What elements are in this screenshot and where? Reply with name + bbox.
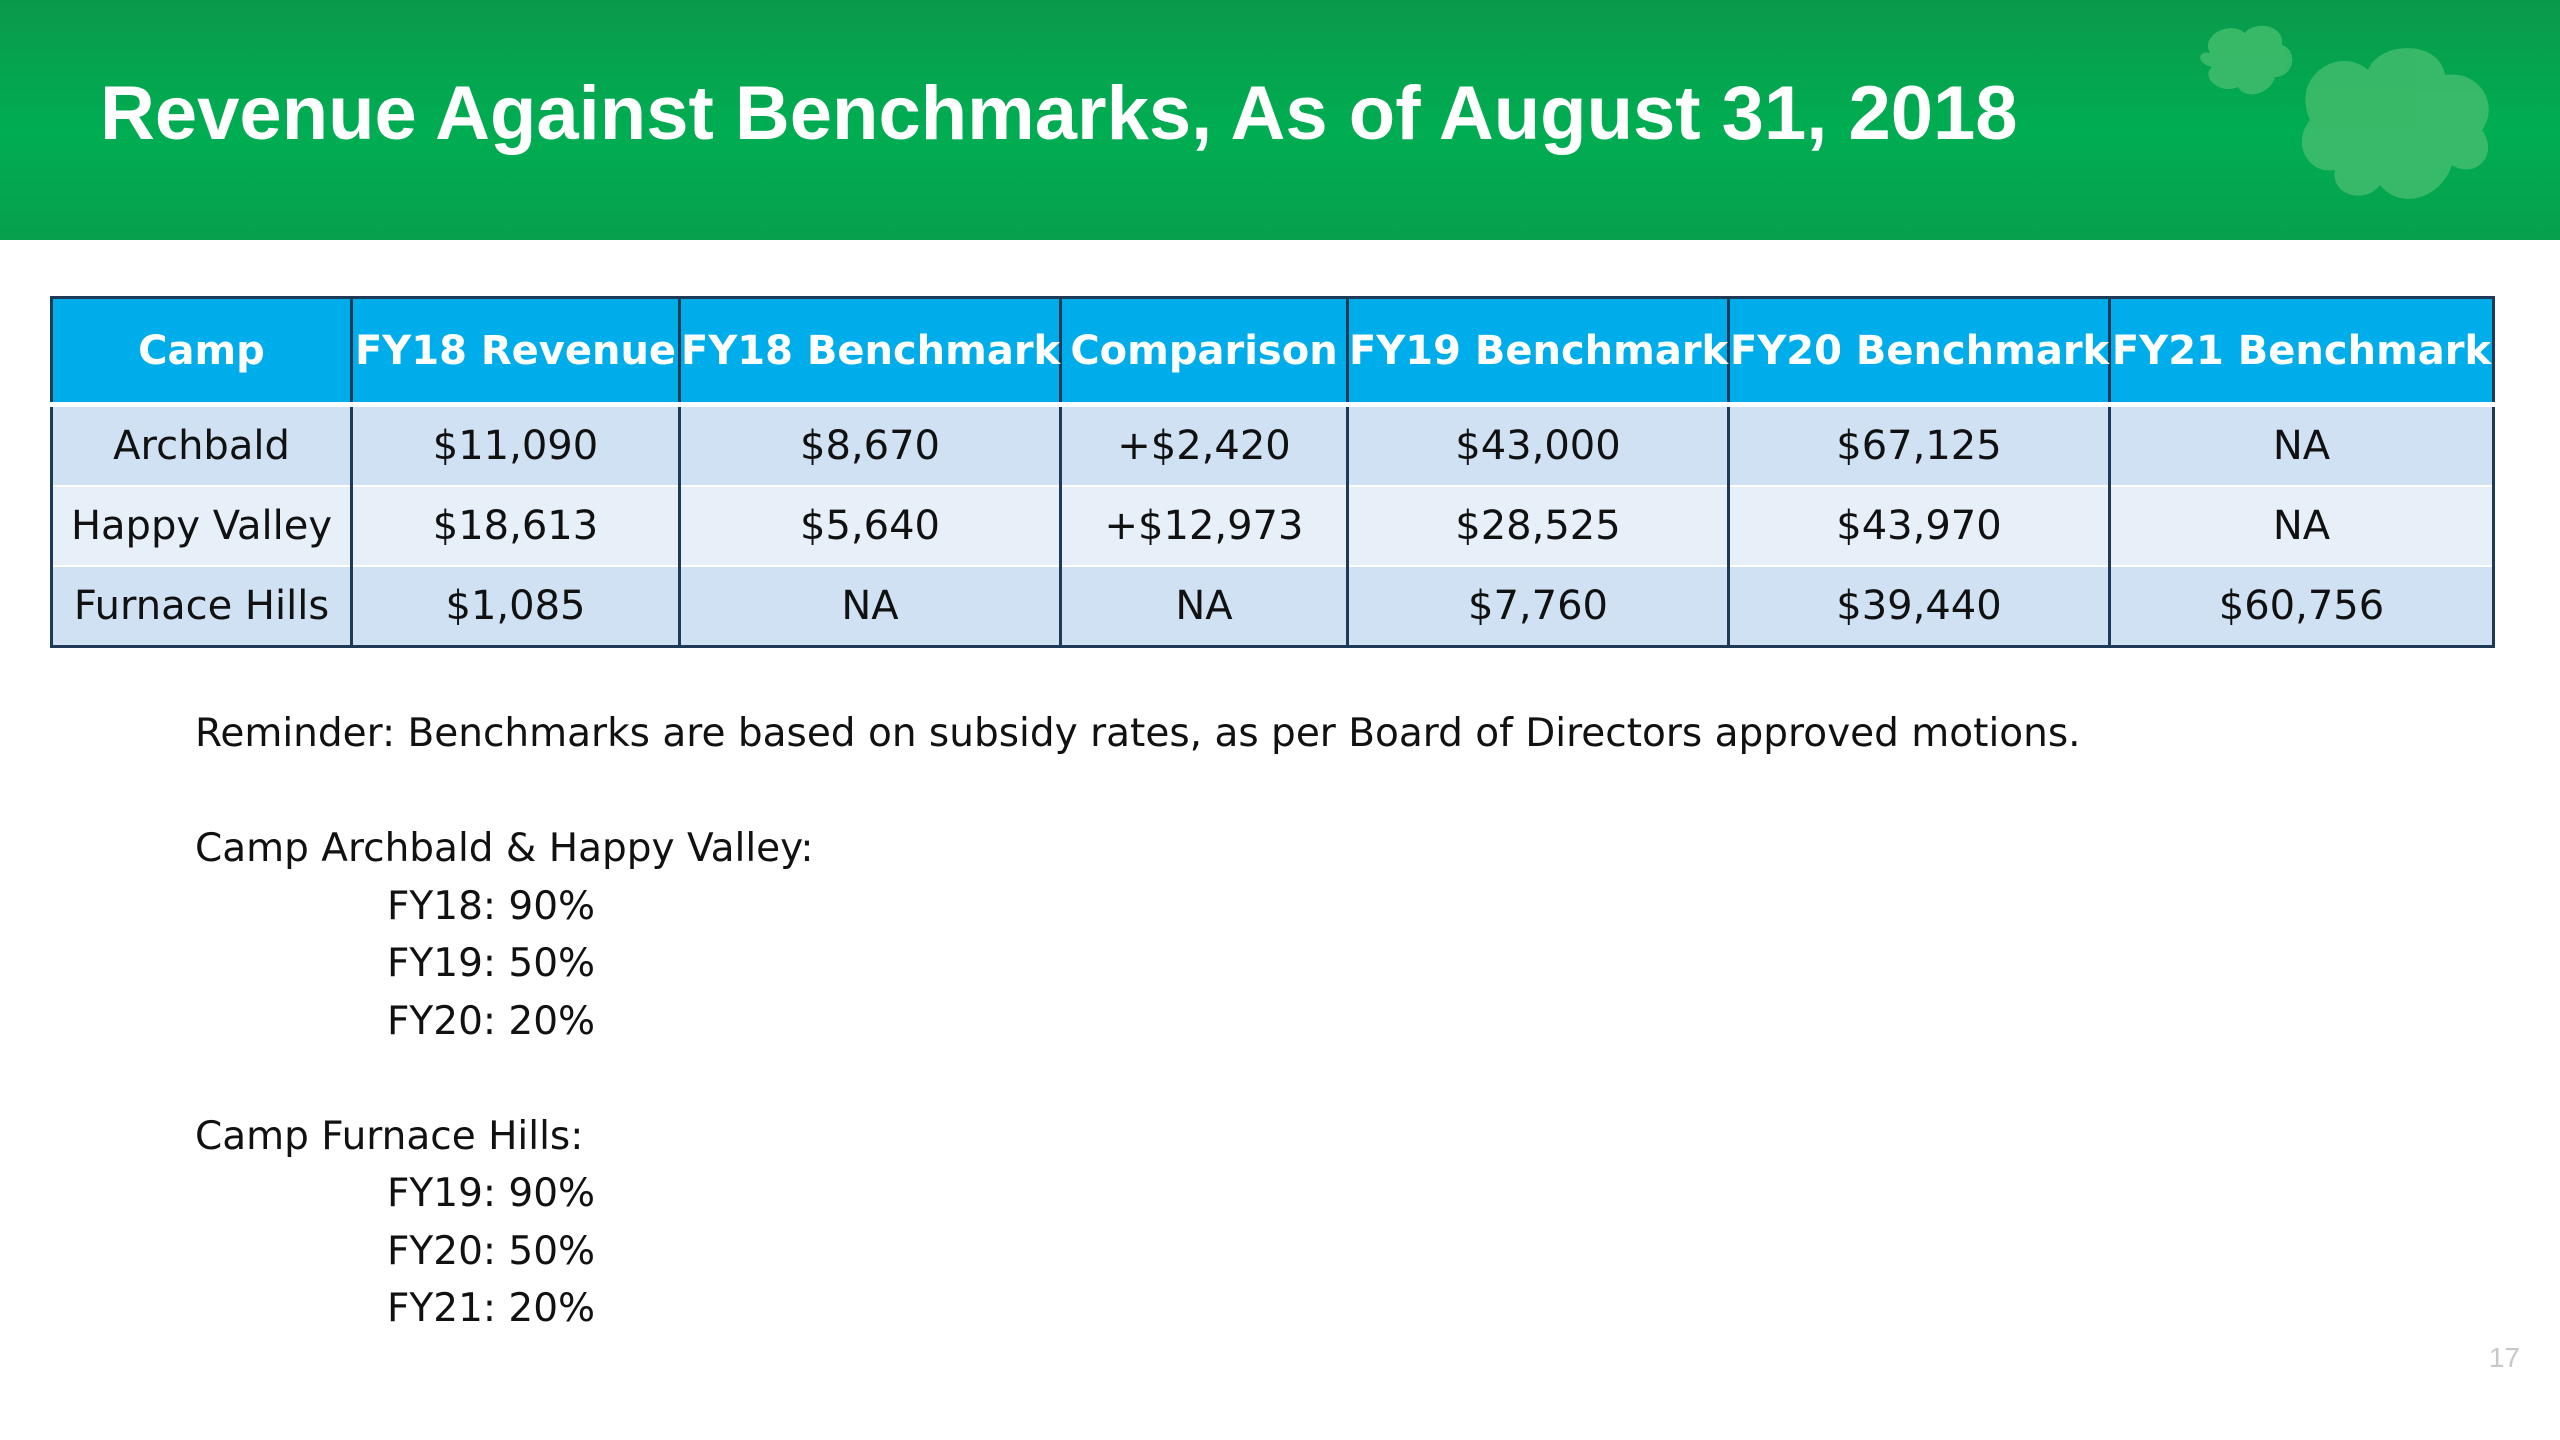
table-cell: $67,125 <box>1727 404 2110 487</box>
table-cell: $43,000 <box>1346 404 1729 487</box>
table-cell: NA <box>1059 566 1348 647</box>
table-row-happy-valley: Happy Valley $18,613 $5,640 +$12,973 $28… <box>51 486 2494 567</box>
rate-item: FY21: 20% <box>387 1286 596 1331</box>
benchmark-table: Camp FY18 Revenue FY18 Benchmark Compari… <box>50 296 2495 648</box>
table-cell: Happy Valley <box>51 486 352 567</box>
header-camp: Camp <box>51 297 352 407</box>
table-cell: $60,756 <box>2108 566 2494 647</box>
table-cell: $1,085 <box>350 566 680 647</box>
header-fy18-benchmark: FY18 Benchmark <box>678 297 1061 407</box>
title-banner: Revenue Against Benchmarks, As of August… <box>0 0 2560 240</box>
table-cell: +$2,420 <box>1059 404 1348 487</box>
table-cell: NA <box>2108 486 2494 567</box>
notes-block: Reminder: Benchmarks are based on subsid… <box>195 705 2195 1338</box>
table-cell: $43,970 <box>1727 486 2110 567</box>
rate-item: FY19: 50% <box>387 941 596 986</box>
rate-item: FY20: 20% <box>387 998 596 1044</box>
slide-title: Revenue Against Benchmarks, As of August… <box>100 71 2018 156</box>
table-cell: $8,670 <box>678 404 1061 487</box>
reminder-text: Reminder: Benchmarks are based on subsid… <box>195 711 2081 756</box>
page-number: 17 <box>2488 1342 2520 1373</box>
rate-item: FY20: 50% <box>387 1228 596 1274</box>
header-comparison: Comparison <box>1059 297 1348 407</box>
header-fy18-revenue: FY18 Revenue <box>350 297 680 407</box>
rate-item: FY19: 90% <box>387 1171 596 1216</box>
header-fy21-benchmark: FY21 Benchmark <box>2108 297 2494 407</box>
table-cell: $28,525 <box>1346 486 1729 567</box>
table-cell: NA <box>678 566 1061 647</box>
table-cell: Furnace Hills <box>51 566 352 647</box>
table-header-row: Camp FY18 Revenue FY18 Benchmark Compari… <box>51 297 2494 407</box>
group-heading: Camp Archbald & Happy Valley: <box>195 826 814 871</box>
table-cell: $18,613 <box>350 486 680 567</box>
table-cell: $39,440 <box>1727 566 2110 647</box>
rate-item: FY18: 90% <box>387 883 596 929</box>
header-fy20-benchmark: FY20 Benchmark <box>1727 297 2110 407</box>
table-cell: $5,640 <box>678 486 1061 567</box>
table-cell: +$12,973 <box>1059 486 1348 567</box>
group-heading: Camp Furnace Hills: <box>195 1113 584 1159</box>
trefoil-logo-icon <box>2200 25 2489 199</box>
header-fy19-benchmark: FY19 Benchmark <box>1346 297 1729 407</box>
table-row-archbald: Archbald $11,090 $8,670 +$2,420 $43,000 … <box>51 404 2494 487</box>
table-cell: NA <box>2108 404 2494 487</box>
table-row-furnace-hills: Furnace Hills $1,085 NA NA $7,760 $39,44… <box>51 566 2494 647</box>
table-cell: $7,760 <box>1346 566 1729 647</box>
table-cell: Archbald <box>51 404 352 487</box>
table-cell: $11,090 <box>350 404 680 487</box>
